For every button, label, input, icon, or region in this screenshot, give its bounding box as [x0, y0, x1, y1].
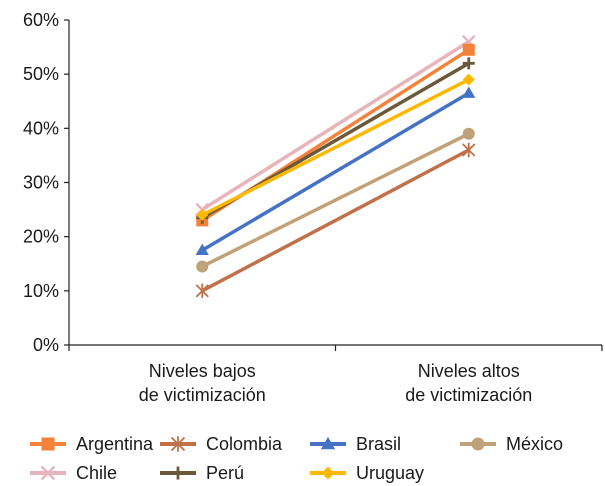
- circle-marker: [462, 127, 475, 140]
- series-lines: [195, 34, 476, 299]
- y-tick-label: 20%: [23, 227, 59, 247]
- legend-item-uruguay: Uruguay: [310, 463, 424, 483]
- x-axis-category-labels: Niveles bajos de victimización Niveles alt…: [139, 361, 533, 405]
- star-marker: [462, 142, 476, 158]
- series-line: [201, 40, 470, 212]
- square-marker: [41, 437, 55, 451]
- legend-label: Chile: [76, 463, 117, 483]
- series-line: [201, 148, 470, 293]
- axes: [68, 20, 603, 351]
- legend-label: Colombia: [206, 434, 283, 454]
- series-line: [201, 91, 470, 252]
- y-tick-label: 10%: [23, 281, 59, 301]
- y-tick-label: 0%: [33, 335, 59, 355]
- triangle-marker: [320, 436, 336, 450]
- series-uruguay: [196, 73, 475, 221]
- circle-marker: [471, 437, 485, 451]
- x-marker: [40, 465, 56, 481]
- legend-item-perú: Perú: [160, 463, 244, 483]
- x-category-label: Niveles bajos: [149, 361, 256, 381]
- legend-item-colombia: Colombia: [160, 434, 283, 454]
- y-axis-ticks: 0% 10% 20% 30% 40% 50% 60%: [23, 10, 69, 355]
- legend-item-méxico: México: [460, 434, 563, 454]
- triangle-marker: [195, 243, 209, 256]
- diamond-marker: [196, 209, 209, 221]
- legend: Argentina Colombia Brasil México Chile Perú Ur…: [30, 434, 563, 483]
- series-brasil: [195, 86, 476, 256]
- y-tick-label: 40%: [23, 118, 59, 138]
- square-marker: [462, 43, 475, 56]
- y-tick-label: 60%: [23, 10, 59, 30]
- plus-marker: [462, 57, 475, 70]
- y-tick-label: 30%: [23, 173, 59, 193]
- y-tick-label: 50%: [23, 64, 59, 84]
- x-category-label: de victimización: [405, 385, 532, 405]
- plus-marker: [171, 466, 185, 480]
- series-line: [201, 78, 470, 217]
- star-marker: [170, 436, 186, 452]
- legend-label: Argentina: [76, 434, 154, 454]
- x-category-label: de victimización: [139, 385, 266, 405]
- diamond-marker: [462, 73, 475, 86]
- legend-label: México: [506, 434, 563, 454]
- x-category-label: Niveles altos: [418, 361, 520, 381]
- series-chile: [195, 34, 476, 217]
- star-marker: [195, 283, 209, 299]
- series-colombia: [195, 142, 476, 299]
- triangle-marker: [462, 86, 476, 98]
- series-line: [201, 132, 470, 269]
- legend-label: Uruguay: [356, 463, 424, 483]
- series-méxico: [196, 127, 475, 273]
- diamond-marker: [321, 466, 335, 480]
- circle-marker: [196, 260, 209, 273]
- legend-item-brasil: Brasil: [310, 434, 401, 454]
- legend-label: Perú: [206, 463, 244, 483]
- legend-item-chile: Chile: [30, 463, 117, 483]
- legend-item-argentina: Argentina: [30, 434, 154, 454]
- legend-label: Brasil: [356, 434, 401, 454]
